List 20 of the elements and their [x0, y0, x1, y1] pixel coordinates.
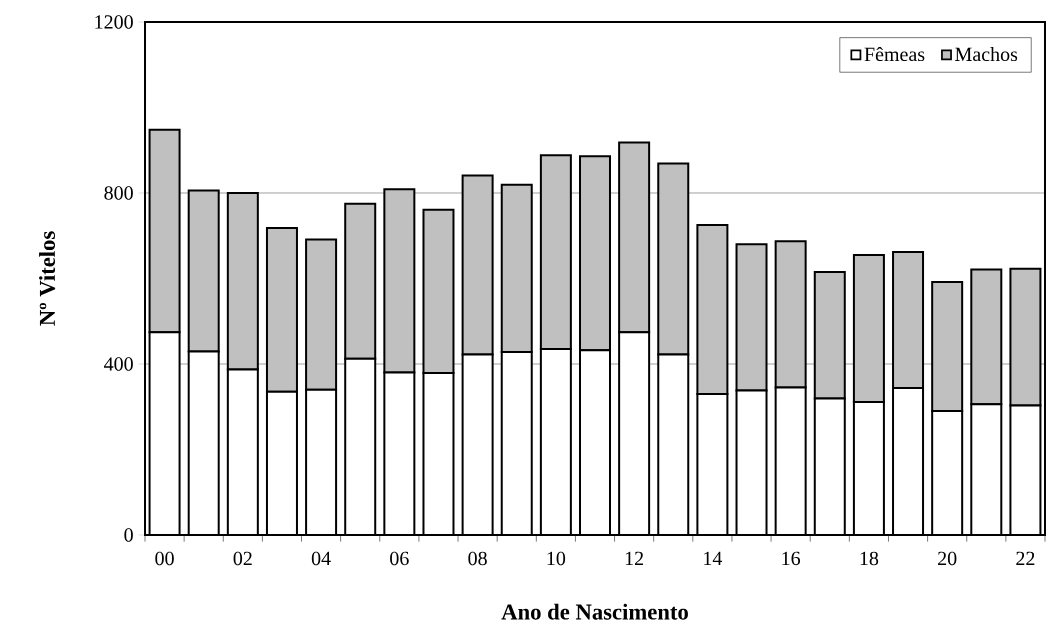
- x-tick-label: 04: [311, 551, 331, 566]
- x-tick-label: 20: [938, 551, 957, 566]
- x-tick-label: 00: [155, 551, 174, 566]
- x-tick-label: 08: [468, 551, 487, 566]
- x-axis-title: Ano de Nascimento: [501, 603, 688, 620]
- x-tick-label: 12: [625, 551, 644, 565]
- y-tick-label: 400: [104, 357, 133, 371]
- x-tick-label: 22: [1016, 551, 1035, 565]
- legend-label: Fêmeas: [864, 46, 925, 62]
- y-axis-title: Nº Vitelos: [39, 231, 56, 326]
- y-tick-label: 800: [104, 186, 133, 200]
- x-tick-label: 02: [233, 551, 252, 566]
- x-tick-label: 14: [704, 551, 723, 565]
- y-tick-label: 0: [124, 528, 133, 542]
- x-tick-label: 06: [390, 551, 409, 566]
- x-tick-label: 18: [860, 551, 879, 566]
- x-tick-label: 16: [782, 551, 801, 566]
- legend-label: Machos: [955, 47, 1018, 62]
- y-tick-label: 1200: [95, 15, 133, 29]
- x-tick-label: 10: [547, 551, 566, 566]
